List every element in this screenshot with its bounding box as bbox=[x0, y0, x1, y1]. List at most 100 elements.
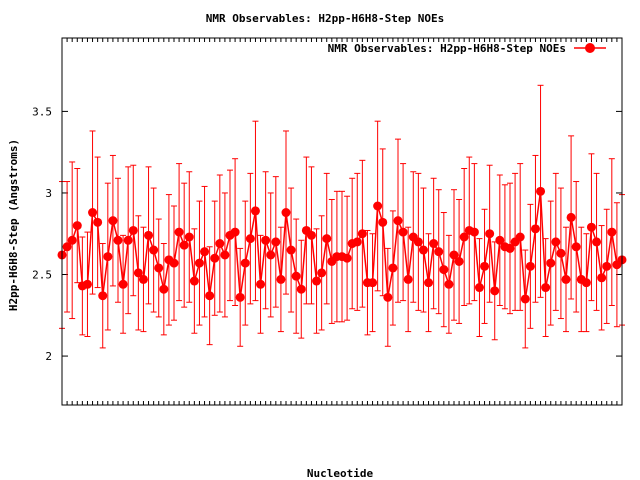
data-point bbox=[413, 237, 423, 247]
data-point bbox=[194, 258, 204, 268]
data-point bbox=[393, 216, 403, 226]
data-point bbox=[474, 283, 484, 293]
data-point bbox=[403, 274, 413, 284]
data-point bbox=[245, 234, 255, 244]
data-point bbox=[281, 208, 291, 218]
data-point bbox=[261, 235, 271, 245]
data-point bbox=[530, 224, 540, 234]
data-point bbox=[118, 279, 128, 289]
data-point bbox=[388, 263, 398, 273]
data-point bbox=[266, 250, 276, 260]
data-point bbox=[220, 250, 230, 260]
legend-marker-swatch bbox=[585, 43, 595, 53]
data-point bbox=[434, 247, 444, 257]
data-point bbox=[469, 227, 479, 237]
data-point bbox=[561, 274, 571, 284]
data-point bbox=[378, 217, 388, 227]
data-point bbox=[322, 234, 332, 244]
data-point bbox=[108, 216, 118, 226]
data-point bbox=[485, 229, 495, 239]
data-point bbox=[98, 291, 108, 301]
data-point bbox=[444, 279, 454, 289]
data-point bbox=[551, 237, 561, 247]
data-point bbox=[515, 232, 525, 242]
data-point bbox=[357, 229, 367, 239]
data-point bbox=[454, 256, 464, 266]
y-tick-label: 3.5 bbox=[32, 105, 52, 118]
data-point bbox=[88, 208, 98, 218]
data-point bbox=[62, 242, 72, 252]
data-point bbox=[525, 261, 535, 271]
data-point bbox=[215, 239, 225, 249]
data-point bbox=[72, 221, 82, 231]
data-point bbox=[169, 258, 179, 268]
plot-frame bbox=[61, 37, 623, 406]
data-point bbox=[179, 240, 189, 250]
data-point bbox=[235, 292, 245, 302]
data-point bbox=[133, 268, 143, 278]
data-point bbox=[383, 292, 393, 302]
data-point bbox=[128, 225, 138, 235]
data-point bbox=[306, 230, 316, 240]
data-point bbox=[82, 279, 92, 289]
data-point bbox=[159, 284, 169, 294]
data-point bbox=[505, 243, 515, 253]
data-point bbox=[368, 278, 378, 288]
data-point bbox=[144, 230, 154, 240]
data-point bbox=[571, 242, 581, 252]
chart-title: NMR Observables: H2pp-H6H8-Step NOEs bbox=[206, 12, 444, 25]
data-point bbox=[240, 258, 250, 268]
data-point bbox=[312, 276, 322, 286]
data-point bbox=[536, 186, 546, 196]
data-point bbox=[317, 268, 327, 278]
y-axis-label: H2pp-H6H8-Step (Angstroms) bbox=[7, 139, 20, 311]
data-point bbox=[113, 235, 123, 245]
data-point bbox=[429, 239, 439, 249]
data-point bbox=[200, 247, 210, 257]
y-tick-label: 2 bbox=[45, 350, 52, 363]
data-point bbox=[230, 227, 240, 237]
data-point bbox=[342, 253, 352, 263]
data-point bbox=[154, 263, 164, 273]
data-point bbox=[602, 261, 612, 271]
data-point bbox=[520, 294, 530, 304]
data-point bbox=[449, 250, 459, 260]
data-point bbox=[597, 273, 607, 283]
data-point bbox=[373, 201, 383, 211]
data-point bbox=[592, 237, 602, 247]
data-point bbox=[352, 237, 362, 247]
data-point bbox=[495, 235, 505, 245]
data-point bbox=[556, 248, 566, 258]
data-point bbox=[250, 206, 260, 216]
data-point bbox=[424, 278, 434, 288]
data-point bbox=[149, 245, 159, 255]
data-point bbox=[566, 212, 576, 222]
legend-label: NMR Observables: H2pp-H6H8-Step NOEs bbox=[328, 42, 566, 55]
data-point bbox=[138, 274, 148, 284]
data-point bbox=[184, 232, 194, 242]
legend: NMR Observables: H2pp-H6H8-Step NOEs bbox=[328, 42, 606, 55]
data-point bbox=[205, 291, 215, 301]
data-point bbox=[459, 232, 469, 242]
data-point bbox=[67, 235, 77, 245]
data-point bbox=[541, 283, 551, 293]
data-point bbox=[123, 235, 133, 245]
data-point bbox=[93, 217, 103, 227]
data-point bbox=[581, 278, 591, 288]
data-point bbox=[546, 258, 556, 268]
x-axis-label: Nucleotide bbox=[307, 467, 374, 480]
data-point bbox=[286, 245, 296, 255]
data-point bbox=[210, 253, 220, 263]
data-point bbox=[103, 252, 113, 262]
data-point bbox=[586, 222, 596, 232]
data-point bbox=[439, 265, 449, 275]
data-point bbox=[256, 279, 266, 289]
data-point bbox=[418, 245, 428, 255]
plot-area: 2 2.5 3 3.5 bbox=[32, 38, 627, 405]
data-point bbox=[480, 261, 490, 271]
data-point bbox=[291, 271, 301, 281]
data-point bbox=[276, 274, 286, 284]
data-point bbox=[607, 227, 617, 237]
y-tick-label: 2.5 bbox=[32, 269, 52, 282]
